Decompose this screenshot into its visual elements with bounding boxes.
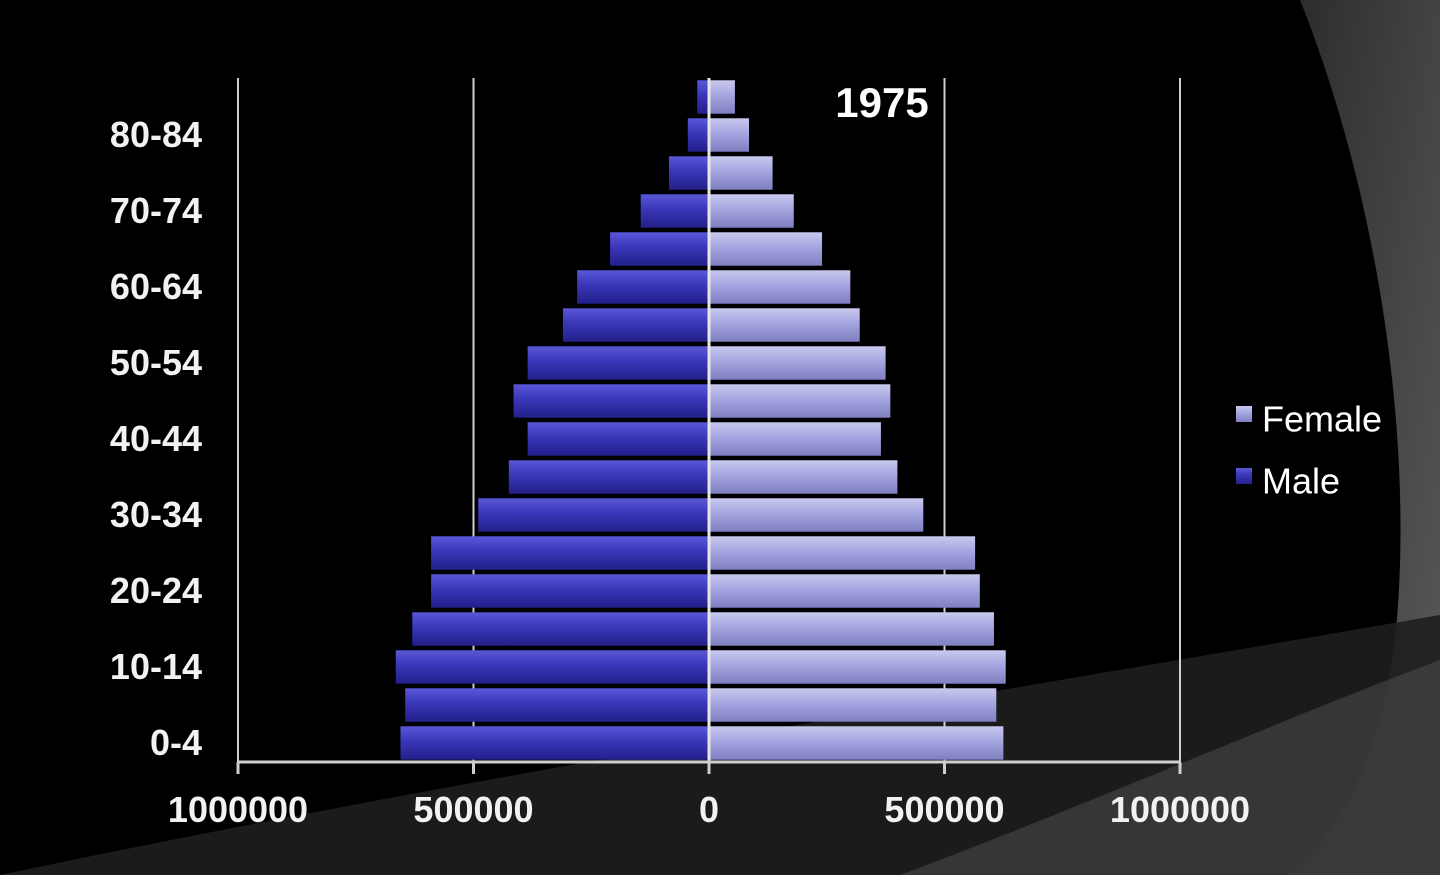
bar-male-10-14	[395, 650, 709, 684]
bar-male-40-44	[527, 422, 709, 456]
bar-female-75-79	[709, 156, 773, 190]
x-tick-label-4: 1000000	[1110, 789, 1250, 830]
x-tick-label-0: 1000000	[168, 789, 308, 830]
bar-male-85+	[697, 80, 709, 114]
bar-female-55-59	[709, 308, 860, 342]
y-tick-label-80-84: 80-84	[110, 114, 202, 155]
tick-labels: 1000000 500000 0 500000 1000000 0-4 10-14 20-24…	[110, 114, 1250, 830]
bar-male-35-39	[508, 460, 709, 494]
bar-male-60-64	[577, 270, 709, 304]
bar-female-70-74	[709, 194, 794, 228]
bar-female-20-24	[709, 574, 980, 608]
y-tick-label-50-54: 50-54	[110, 342, 202, 383]
bar-male-20-24	[431, 574, 709, 608]
background-swoosh-edge	[900, 660, 1440, 875]
bar-female-35-39	[709, 460, 898, 494]
bar-male-15-19	[412, 612, 709, 646]
y-tick-label-10-14: 10-14	[110, 646, 202, 687]
bar-female-5-9	[709, 688, 997, 722]
legend: Female Male	[1236, 399, 1382, 502]
bar-female-10-14	[709, 650, 1006, 684]
y-tick-label-20-24: 20-24	[110, 570, 202, 611]
bar-female-40-44	[709, 422, 881, 456]
bar-female-85+	[709, 80, 735, 114]
bar-female-65-69	[709, 232, 823, 266]
y-tick-label-0-4: 0-4	[150, 722, 202, 763]
legend-label-female: Female	[1262, 399, 1382, 440]
y-tick-label-60-64: 60-64	[110, 266, 202, 307]
bar-female-45-49	[709, 384, 891, 418]
chart-title: 1975	[835, 79, 928, 126]
bar-male-65-69	[610, 232, 709, 266]
bar-male-75-79	[668, 156, 709, 190]
legend-label-male: Male	[1262, 461, 1340, 502]
grid-lines	[237, 78, 1181, 762]
bar-female-50-54	[709, 346, 886, 380]
bar-female-80-84	[709, 118, 750, 152]
bar-male-0-4	[400, 726, 709, 760]
bar-male-70-74	[640, 194, 709, 228]
bar-female-25-29	[709, 536, 976, 570]
bar-female-60-64	[709, 270, 851, 304]
bar-female-15-19	[709, 612, 994, 646]
legend-swatch-male	[1236, 468, 1252, 484]
bar-female-0-4	[709, 726, 1004, 760]
bar-male-45-49	[513, 384, 709, 418]
bars-layer	[395, 80, 1006, 760]
axes-layer	[236, 78, 1182, 774]
bar-male-55-59	[562, 308, 709, 342]
x-tick-label-3: 500000	[884, 789, 1004, 830]
bar-male-80-84	[687, 118, 709, 152]
y-tick-label-30-34: 30-34	[110, 494, 202, 535]
y-tick-label-70-74: 70-74	[110, 190, 202, 231]
bar-male-50-54	[527, 346, 709, 380]
bar-male-5-9	[405, 688, 709, 722]
bar-male-25-29	[431, 536, 709, 570]
bar-female-30-34	[709, 498, 924, 532]
x-tick-label-2: 0	[699, 789, 719, 830]
legend-swatch-female	[1236, 406, 1252, 422]
bar-male-30-34	[478, 498, 709, 532]
y-tick-label-40-44: 40-44	[110, 418, 202, 459]
x-tick-label-1: 500000	[413, 789, 533, 830]
